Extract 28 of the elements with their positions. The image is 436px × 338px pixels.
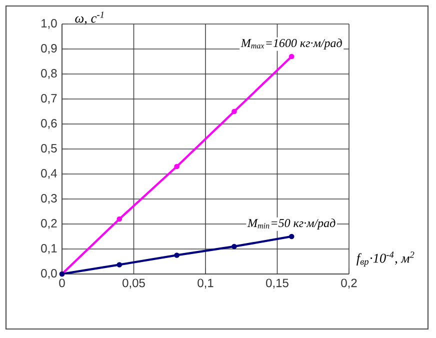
- y-tick-label: 1,0: [42, 19, 57, 29]
- point: [288, 54, 294, 60]
- y-tick-label: 0,7: [41, 94, 57, 104]
- point: [232, 108, 237, 114]
- point: [174, 252, 180, 258]
- series-label: M$_{min}$=50 кг·м/рад: [247, 218, 336, 230]
- y-tick-label: 0,5: [41, 144, 57, 154]
- x-tick-label: 0,2: [341, 278, 357, 289]
- y-tick-label: 0,3: [41, 194, 57, 204]
- y-tick-label: 0,1: [41, 244, 57, 254]
- y-tick-label: 0,9: [41, 44, 57, 54]
- series-label: M$_{max}$=1600 кг·м/рад: [240, 38, 342, 50]
- x-axis-title: f$_{вр}$·10$^{-4}$, м$^{2}$: [356, 252, 414, 267]
- point: [288, 234, 294, 240]
- x-tick-label: 0,05: [122, 278, 145, 289]
- y-tick-label: 0,6: [41, 119, 57, 129]
- point: [116, 216, 122, 222]
- x-tick-label: 0,15: [266, 278, 288, 289]
- y-tick-label: 0,8: [41, 69, 57, 79]
- y-tick-label: 0,0: [41, 269, 57, 279]
- y-axis-title: ω, с$^{-1}$: [75, 12, 104, 25]
- point: [232, 244, 237, 250]
- point: [116, 262, 122, 268]
- point: [174, 164, 180, 170]
- y-tick-label: 0,4: [41, 169, 57, 179]
- y-tick-label: 0,2: [41, 219, 57, 229]
- x-tick-label: 0,1: [198, 278, 214, 289]
- x-tick-label: 0: [59, 278, 65, 288]
